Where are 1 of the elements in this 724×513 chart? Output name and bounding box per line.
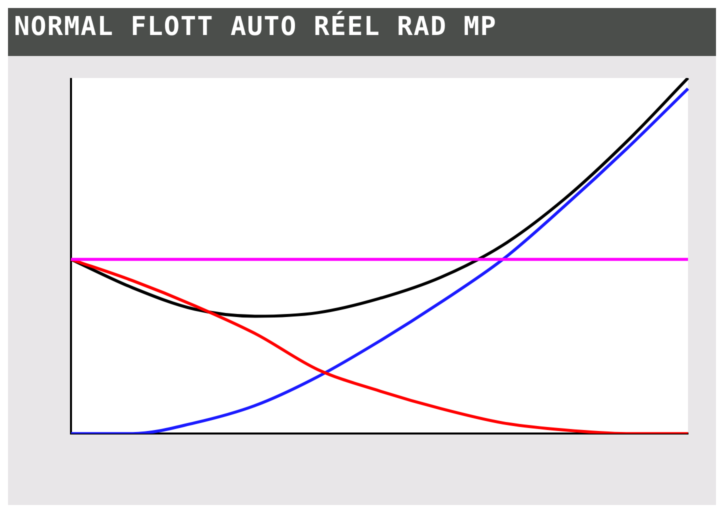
chart-title: NORMAL FLOTT AUTO RÉEL RAD MP bbox=[8, 8, 716, 56]
